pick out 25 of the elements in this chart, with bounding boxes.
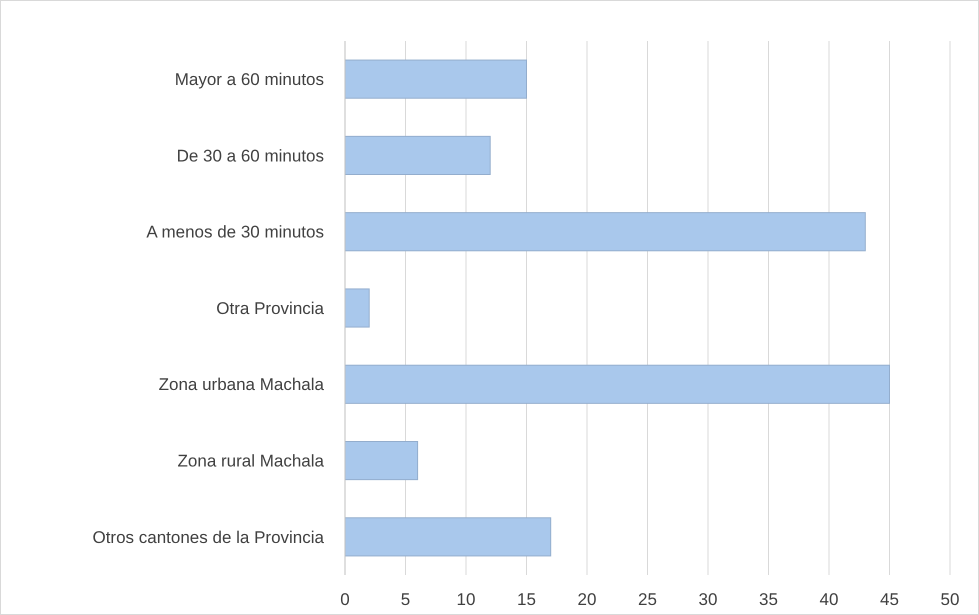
bar (344, 364, 890, 404)
y-tick-label: Zona rural Machala (178, 452, 325, 471)
bar (344, 288, 370, 328)
bar (344, 517, 552, 556)
y-tick-label: A menos de 30 minutos (146, 222, 324, 242)
x-tick-label: 45 (880, 590, 899, 609)
x-tick-label: 25 (638, 590, 657, 609)
x-tick-label: 15 (517, 590, 536, 609)
bar (344, 212, 866, 252)
y-tick-label: Otros cantones de la Provincia (92, 528, 325, 547)
x-tick-label: 10 (456, 590, 476, 609)
x-tick-label: 35 (759, 590, 778, 609)
bar (344, 60, 527, 99)
x-tick-label: 0 (340, 590, 350, 609)
bar (344, 441, 418, 480)
x-tick-label: 30 (698, 590, 718, 609)
x-tick-label: 5 (400, 590, 410, 609)
y-tick-label: Mayor a 60 minutos (174, 70, 324, 90)
y-tick-label: Otra Provincia (216, 298, 325, 318)
x-tick-label: 40 (820, 590, 838, 609)
y-tick-label: Zona urbana Machala (158, 375, 325, 394)
x-tick-label: 20 (578, 590, 596, 609)
bar (344, 136, 491, 175)
y-tick-label: De 30 a 60 minutos (176, 146, 324, 166)
x-tick-label: 50 (940, 590, 960, 609)
